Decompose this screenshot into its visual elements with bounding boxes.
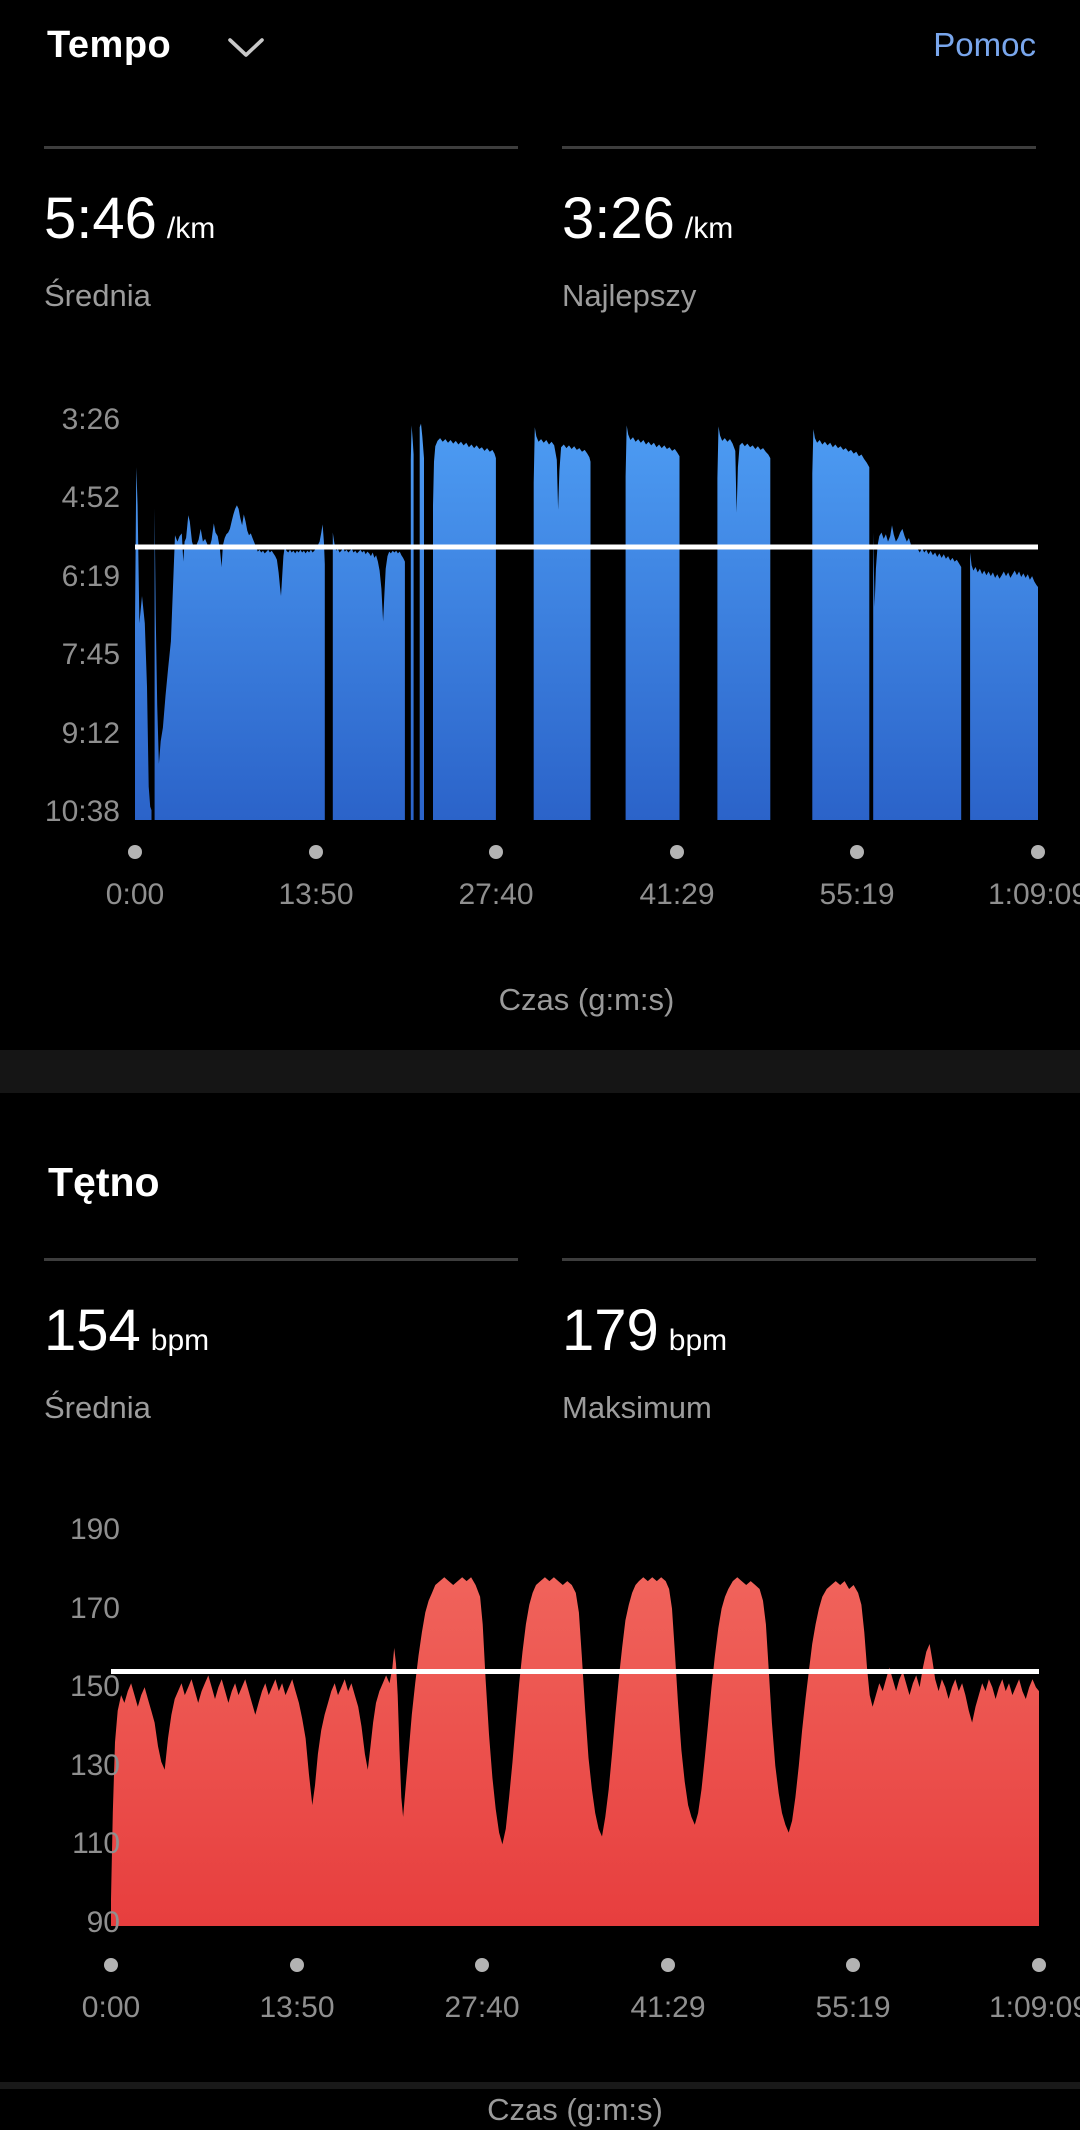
hr-area-series <box>111 1577 1039 1926</box>
x-axis-tick-label: 41:29 <box>639 878 715 911</box>
pace-stats: 5:46/km Średnia 3:26/km Najlepszy <box>44 146 1036 316</box>
help-link[interactable]: Pomoc <box>933 26 1036 63</box>
stat-unit: bpm <box>668 1324 728 1357</box>
stat-best-pace: 3:26/km Najlepszy <box>562 146 1036 316</box>
stat-average-hr: 154 bpm Średnia <box>44 1258 518 1428</box>
stat-label: Maksimum <box>562 1390 712 1425</box>
x-axis-dot <box>128 845 142 859</box>
hr-x-axis-title-clipped: Czas (g:m:s) <box>487 2092 663 2127</box>
hr-stats: 154 bpm Średnia 179 bpm Maksimum <box>44 1258 1036 1428</box>
stat-value: 5:46/km <box>44 186 216 251</box>
x-axis-dot <box>1032 1958 1046 1972</box>
stat-label: Średnia <box>44 278 151 313</box>
x-axis-tick-label: 27:40 <box>458 878 534 911</box>
x-axis-dot <box>475 1958 489 1972</box>
section-separator <box>0 1050 1080 1093</box>
x-axis-tick-label: 41:29 <box>630 1991 706 2024</box>
stat-value: 3:26/km <box>562 186 734 251</box>
y-axis-tick-label: 90 <box>86 1906 120 1939</box>
x-axis-dot <box>290 1958 304 1972</box>
pace-area-series <box>135 423 1038 820</box>
stat-unit: /km <box>684 212 734 245</box>
x-axis-tick-label: 27:40 <box>444 1991 520 2024</box>
chevron-down-icon <box>228 38 265 57</box>
x-axis-tick-label: 1:09:09 <box>987 878 1080 911</box>
x-axis-dot <box>661 1958 675 1972</box>
x-axis-dot <box>309 845 323 859</box>
hr-section-title: Tętno <box>48 1159 160 1205</box>
y-axis-tick-label: 10:38 <box>44 795 120 828</box>
x-axis-dot <box>846 1958 860 1972</box>
x-axis-tick-label: 0:00 <box>81 1991 141 2024</box>
x-axis-tick-label: 13:50 <box>278 878 354 911</box>
pace-chart[interactable]: 3:26 4:52 6:19 7:45 9:12 10:38 0:00 13:50 27:40 4… <box>0 403 1080 911</box>
y-axis-tick-label: 6:19 <box>61 560 120 593</box>
x-axis-tick-label: 55:19 <box>815 1991 891 2024</box>
x-axis-tick-label: 55:19 <box>819 878 895 911</box>
stat-unit: bpm <box>150 1324 210 1357</box>
y-axis-tick-label: 3:26 <box>61 403 120 436</box>
stat-label: Średnia <box>44 1390 151 1425</box>
header: Tempo Pomoc <box>0 0 1080 90</box>
y-axis-tick-label: 110 <box>72 1827 120 1860</box>
x-axis-tick-label: 1:09:09 <box>988 1991 1080 2024</box>
stat-max-hr: 179 bpm Maksimum <box>562 1258 1036 1428</box>
bottom-separator <box>0 2082 1080 2089</box>
pace-x-axis-title: Czas (g:m:s) <box>498 982 675 1017</box>
y-axis-tick-label: 190 <box>69 1513 120 1546</box>
hr-chart-plot[interactable] <box>111 1515 1039 1935</box>
y-axis-tick-label: 130 <box>69 1749 120 1782</box>
y-axis-tick-label: 170 <box>69 1592 120 1625</box>
y-axis-tick-label: 4:52 <box>61 481 120 514</box>
x-axis-tick-label: 0:00 <box>105 878 165 911</box>
x-axis-dot <box>850 845 864 859</box>
stat-value: 179 bpm <box>562 1298 728 1363</box>
stat-label: Najlepszy <box>562 278 697 313</box>
x-axis-dot <box>489 845 503 859</box>
metric-selector[interactable]: Tempo <box>47 24 265 67</box>
y-axis-tick-label: 150 <box>69 1670 120 1703</box>
x-axis-tick-label: 13:50 <box>259 1991 335 2024</box>
stat-value: 154 bpm <box>44 1298 210 1363</box>
y-axis-tick-label: 9:12 <box>61 717 120 750</box>
x-axis-dot <box>104 1958 118 1972</box>
stat-average-pace: 5:46/km Średnia <box>44 146 518 316</box>
x-axis-dot <box>670 845 684 859</box>
page-title: Tempo <box>47 23 172 66</box>
y-axis-tick-label: 7:45 <box>61 638 120 671</box>
stat-unit: /km <box>166 212 216 245</box>
hr-chart[interactable]: 190 170 150 130 110 90 0:00 13:50 27:40 41:29 55:1… <box>0 1513 1080 2026</box>
x-axis-dot <box>1031 845 1045 859</box>
pace-chart-plot[interactable] <box>135 410 1038 830</box>
